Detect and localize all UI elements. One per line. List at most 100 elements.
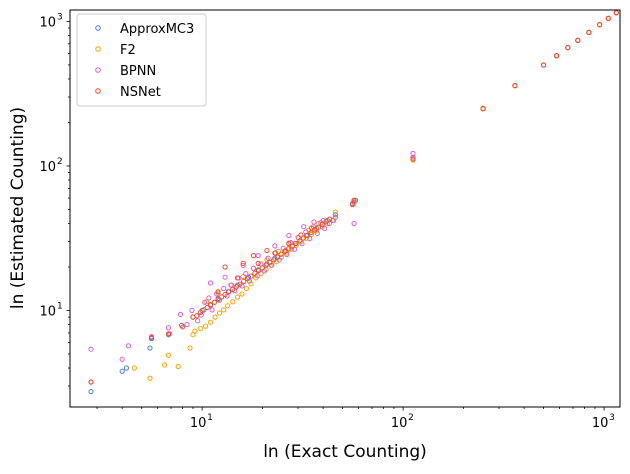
data-point [241, 278, 247, 285]
data-point [259, 265, 265, 271]
legend-marker-f2 [95, 46, 101, 52]
data-point [263, 262, 269, 268]
data-point [288, 246, 294, 252]
data-point [297, 238, 303, 244]
data-point [228, 282, 234, 288]
data-point [256, 267, 262, 274]
data-point [222, 264, 228, 270]
x-tick-label: 10 [592, 416, 609, 431]
data-point [285, 246, 292, 252]
data-point [351, 220, 357, 227]
data-point [195, 318, 201, 324]
data-point [148, 334, 155, 341]
data-point [234, 294, 241, 300]
data-point [332, 214, 338, 221]
data-point [175, 363, 181, 370]
data-point [215, 296, 221, 303]
legend-label-nsnet: NSNet [120, 85, 161, 100]
data-point [88, 346, 94, 352]
data-point [230, 299, 236, 305]
data-point [234, 275, 241, 281]
data-point [332, 209, 338, 215]
data-point [565, 44, 571, 51]
data-point [597, 22, 603, 28]
data-point [165, 331, 172, 337]
data-point [586, 29, 592, 35]
data-point [197, 325, 203, 332]
legend-marker-nsnet [95, 88, 101, 94]
data-point [207, 319, 214, 325]
x-tick-label: 10 [391, 416, 408, 431]
data-point [323, 219, 329, 225]
data-point [119, 356, 125, 362]
x-tick-label: 10 [190, 416, 207, 431]
data-point [215, 289, 221, 295]
data-point [206, 295, 212, 301]
legend-marker-bpnn [95, 67, 101, 73]
data-point [304, 232, 310, 238]
data-point [192, 328, 198, 334]
data-point [308, 225, 315, 231]
data-point [88, 379, 94, 385]
data-point [410, 156, 416, 162]
data-point [244, 276, 251, 282]
legend-label-bpnn: BPNN [120, 64, 156, 79]
data-point [248, 273, 254, 279]
data-point [332, 212, 338, 218]
data-point [255, 252, 261, 259]
y-tick-exponent: 2 [57, 157, 63, 167]
data-point [351, 197, 357, 203]
data-point [207, 280, 214, 286]
data-point [204, 304, 210, 311]
data-point [272, 250, 278, 256]
data-point [212, 314, 218, 320]
legend-marker-approxmc3 [95, 25, 101, 31]
legend-label-approxmc3: ApproxMC3 [120, 22, 194, 37]
data-point [286, 240, 292, 246]
data-point [161, 362, 168, 368]
legend-box [76, 13, 207, 107]
data-point [131, 365, 137, 371]
data-point [209, 307, 215, 313]
data-point [298, 232, 304, 238]
data-point [239, 291, 245, 297]
data-point [225, 303, 231, 309]
data-point [274, 254, 281, 260]
data-point [271, 257, 277, 263]
data-point [240, 262, 246, 269]
data-point [540, 62, 547, 68]
data-point [243, 271, 249, 277]
x-tick-exponent: 2 [408, 413, 414, 423]
data-point [282, 248, 288, 255]
data-point [233, 284, 239, 290]
data-point [222, 274, 228, 280]
y-axis-label: ln (Estimated Counting) [8, 107, 28, 309]
data-point [553, 53, 560, 59]
data-point [314, 230, 320, 236]
data-point [147, 345, 153, 351]
data-point [480, 105, 486, 112]
x-tick-exponent: 3 [609, 413, 615, 423]
data-point [250, 265, 257, 271]
data-point [221, 285, 227, 292]
data-point [315, 224, 322, 230]
data-point [147, 375, 153, 381]
data-point [307, 235, 313, 242]
data-point [240, 260, 246, 266]
data-point [202, 299, 208, 305]
data-point [230, 286, 236, 292]
data-point [207, 302, 214, 308]
legend: ApproxMC3 F2 BPNN NSNet [76, 13, 207, 107]
data-point [303, 235, 309, 241]
data-point [189, 307, 195, 314]
data-points [88, 10, 619, 395]
data-point [575, 37, 581, 43]
y-tick-exponent: 3 [57, 12, 63, 22]
x-axis: 10 1 10 2 10 3 [96, 407, 615, 431]
data-point [226, 289, 232, 295]
data-point [177, 311, 184, 317]
data-point [300, 235, 306, 241]
data-point [194, 313, 200, 319]
